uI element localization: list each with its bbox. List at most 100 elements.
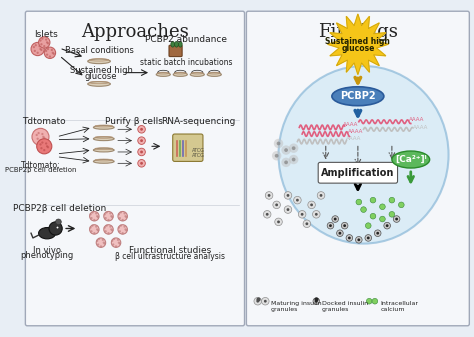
Circle shape — [268, 194, 271, 197]
Circle shape — [105, 217, 107, 219]
Circle shape — [56, 226, 58, 228]
Circle shape — [39, 140, 42, 142]
Circle shape — [46, 54, 48, 56]
Circle shape — [282, 158, 291, 167]
Ellipse shape — [171, 41, 174, 47]
Text: PCBP2β cell deletion: PCBP2β cell deletion — [5, 167, 76, 173]
Circle shape — [118, 217, 121, 219]
Circle shape — [47, 48, 49, 50]
Circle shape — [31, 42, 44, 56]
Ellipse shape — [88, 59, 110, 64]
Circle shape — [370, 197, 376, 203]
Circle shape — [346, 235, 353, 241]
Circle shape — [53, 53, 55, 55]
Circle shape — [289, 144, 298, 153]
Circle shape — [317, 192, 325, 199]
Circle shape — [51, 49, 53, 51]
Circle shape — [265, 192, 273, 199]
FancyBboxPatch shape — [169, 45, 182, 57]
Circle shape — [109, 212, 111, 215]
Circle shape — [118, 213, 120, 215]
Circle shape — [140, 139, 143, 142]
Circle shape — [365, 235, 372, 241]
Circle shape — [43, 149, 46, 151]
Circle shape — [36, 139, 52, 154]
Text: AAAA: AAAA — [413, 125, 428, 130]
Circle shape — [47, 42, 49, 44]
Circle shape — [106, 224, 108, 227]
Ellipse shape — [93, 137, 114, 141]
Circle shape — [49, 55, 51, 58]
Circle shape — [275, 154, 279, 158]
Circle shape — [49, 222, 62, 235]
Circle shape — [106, 211, 108, 214]
Circle shape — [97, 243, 99, 246]
Text: Functional studies: Functional studies — [129, 246, 211, 255]
Circle shape — [96, 228, 98, 231]
Text: β cell ultrastructure analysis: β cell ultrastructure analysis — [115, 252, 225, 261]
Circle shape — [254, 298, 262, 305]
Circle shape — [284, 206, 292, 213]
Circle shape — [38, 45, 41, 47]
Ellipse shape — [93, 159, 114, 163]
Circle shape — [47, 146, 49, 148]
Ellipse shape — [332, 87, 384, 106]
Circle shape — [372, 298, 378, 304]
Circle shape — [395, 218, 398, 220]
Circle shape — [115, 245, 117, 248]
Text: phenotyping: phenotyping — [20, 251, 74, 261]
Circle shape — [38, 37, 50, 48]
Circle shape — [313, 298, 319, 305]
Circle shape — [305, 222, 308, 225]
Circle shape — [124, 228, 127, 231]
Ellipse shape — [173, 72, 187, 76]
Text: In vivo: In vivo — [33, 246, 61, 255]
Text: Intracellular
calcium: Intracellular calcium — [381, 302, 419, 312]
Ellipse shape — [207, 72, 221, 76]
Circle shape — [399, 202, 404, 208]
Circle shape — [138, 159, 146, 167]
Text: Amplification: Amplification — [321, 168, 394, 178]
Circle shape — [105, 230, 107, 233]
Circle shape — [374, 230, 381, 237]
Circle shape — [117, 239, 119, 241]
Circle shape — [36, 134, 38, 136]
Circle shape — [264, 211, 271, 218]
Circle shape — [104, 226, 106, 229]
Circle shape — [312, 211, 320, 218]
Circle shape — [110, 215, 112, 217]
Circle shape — [45, 50, 47, 52]
FancyBboxPatch shape — [246, 11, 469, 326]
Circle shape — [93, 219, 95, 221]
Circle shape — [289, 155, 298, 164]
Text: Tdtomato;: Tdtomato; — [21, 161, 60, 170]
Circle shape — [36, 137, 39, 140]
Circle shape — [301, 213, 303, 216]
Text: PCBP2β cell deletion: PCBP2β cell deletion — [13, 204, 106, 213]
Circle shape — [95, 225, 97, 228]
Circle shape — [45, 142, 47, 145]
Circle shape — [109, 225, 111, 228]
Circle shape — [140, 128, 143, 131]
Circle shape — [35, 44, 37, 47]
Circle shape — [357, 238, 360, 241]
Text: Maturing insulin
granules: Maturing insulin granules — [271, 302, 321, 312]
Circle shape — [125, 216, 128, 218]
Ellipse shape — [174, 41, 178, 47]
Circle shape — [91, 217, 92, 219]
Circle shape — [90, 212, 99, 221]
Circle shape — [380, 204, 385, 210]
Circle shape — [123, 225, 126, 228]
Circle shape — [46, 145, 48, 147]
Text: static batch incubations: static batch incubations — [140, 58, 232, 67]
Circle shape — [125, 229, 128, 232]
Circle shape — [45, 38, 47, 41]
Circle shape — [121, 219, 124, 221]
Circle shape — [292, 158, 295, 161]
Circle shape — [104, 213, 106, 215]
Circle shape — [337, 230, 343, 237]
FancyBboxPatch shape — [318, 162, 398, 183]
Circle shape — [282, 145, 291, 155]
Circle shape — [36, 52, 39, 54]
Text: PCBP2: PCBP2 — [340, 91, 376, 101]
